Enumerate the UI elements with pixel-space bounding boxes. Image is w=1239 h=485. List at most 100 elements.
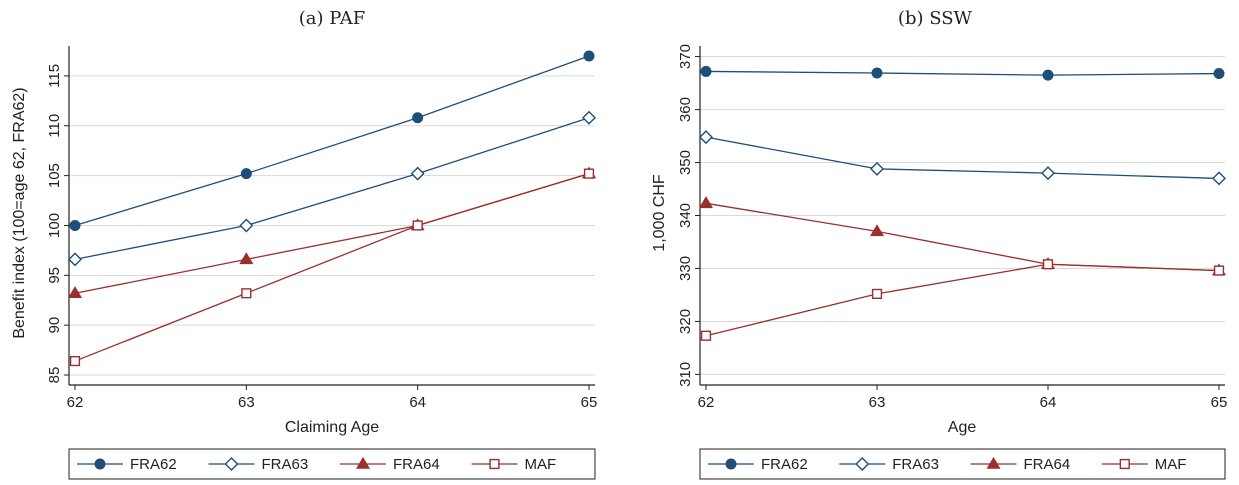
data-point bbox=[1041, 166, 1055, 181]
y-axis-label: 1,000 CHF bbox=[651, 174, 668, 252]
y-tick-label: 310 bbox=[677, 362, 694, 387]
legend-marker bbox=[725, 458, 737, 470]
legend-item-fra62: FRA62 bbox=[77, 456, 177, 473]
data-point bbox=[410, 166, 425, 181]
data-point bbox=[1213, 265, 1225, 276]
series-maf bbox=[69, 168, 595, 367]
legend-item-maf: MAF bbox=[471, 456, 556, 473]
panel-paf: (a) PAF Claiming Age Benefit index (100=… bbox=[11, 8, 597, 480]
series-fra63 bbox=[68, 110, 596, 267]
data-point bbox=[67, 286, 83, 299]
y-tick-label: 320 bbox=[677, 309, 694, 334]
x-tick-label: 65 bbox=[1211, 394, 1228, 411]
series-group bbox=[698, 65, 1227, 341]
legend-marker bbox=[1119, 458, 1130, 470]
legend-label: MAF bbox=[1155, 456, 1187, 473]
series-fra62 bbox=[69, 50, 595, 231]
legend-label: FRA64 bbox=[393, 456, 440, 473]
legend-marker bbox=[355, 456, 371, 469]
data-point bbox=[1212, 171, 1226, 186]
legend-label: FRA63 bbox=[892, 456, 939, 473]
data-point bbox=[412, 220, 423, 231]
y-tick-label: 110 bbox=[46, 114, 63, 138]
data-point bbox=[582, 110, 596, 125]
x-tick-label: 64 bbox=[1040, 394, 1057, 411]
panel-title: (a) PAF bbox=[299, 8, 365, 29]
y-tick-label: 105 bbox=[46, 163, 63, 188]
data-point bbox=[871, 288, 883, 299]
grid bbox=[700, 56, 1225, 375]
data-point bbox=[870, 161, 884, 176]
series-line bbox=[705, 263, 1220, 337]
series-fra64 bbox=[67, 166, 597, 299]
y-tick-label: 350 bbox=[677, 150, 694, 175]
legend-label: FRA62 bbox=[130, 456, 177, 473]
series-line bbox=[705, 202, 1220, 272]
legend-label: FRA64 bbox=[1024, 456, 1071, 473]
data-point bbox=[69, 355, 81, 367]
data-point bbox=[69, 219, 81, 231]
data-point bbox=[239, 252, 254, 265]
series-fra62 bbox=[700, 65, 1225, 81]
legend-item-fra64: FRA64 bbox=[340, 456, 440, 473]
series-line bbox=[705, 136, 1220, 180]
series-line bbox=[705, 70, 1220, 76]
legend-label: FRA62 bbox=[761, 456, 808, 473]
x-tick-label: 63 bbox=[869, 394, 886, 411]
series-fra64 bbox=[698, 196, 1227, 276]
legend-marker bbox=[94, 458, 106, 470]
data-point bbox=[1042, 259, 1054, 270]
data-point bbox=[871, 67, 883, 79]
series-group bbox=[67, 50, 597, 367]
axes: 85 90 95 100 105 110 115 62 63 64 65 bbox=[46, 46, 597, 411]
data-point bbox=[698, 196, 714, 209]
x-tick-label: 63 bbox=[238, 394, 255, 411]
x-tick-label: 62 bbox=[698, 394, 715, 411]
data-point bbox=[699, 130, 713, 145]
y-tick-label: 90 bbox=[46, 317, 63, 334]
x-tick-label: 62 bbox=[67, 394, 84, 411]
legend-marker bbox=[489, 458, 500, 470]
data-point bbox=[869, 224, 885, 237]
y-tick-label: 95 bbox=[46, 267, 63, 284]
y-axis-label: Benefit index (100=age 62, FRA62) bbox=[11, 87, 28, 338]
y-tick-label: 360 bbox=[677, 97, 694, 122]
data-point bbox=[239, 218, 254, 233]
series-line bbox=[74, 55, 590, 227]
y-tick-label: 370 bbox=[677, 44, 694, 69]
axes: 310 320 330 340 350 360 370 62 63 64 65 bbox=[677, 44, 1227, 411]
data-point bbox=[1213, 68, 1225, 80]
data-point bbox=[240, 168, 252, 180]
panel-ssw: (b) SSW Age 1,000 CHF 310 320 330 340 350 360… bbox=[651, 8, 1227, 480]
y-tick-label: 85 bbox=[46, 367, 63, 384]
y-tick-label: 100 bbox=[46, 213, 63, 238]
series-maf bbox=[700, 259, 1225, 341]
data-point bbox=[583, 50, 595, 62]
legend-item-fra63: FRA63 bbox=[208, 456, 308, 473]
y-tick-label: 330 bbox=[677, 256, 694, 281]
legend: FRA62 FRA63 FRA64 MAF bbox=[68, 448, 596, 480]
x-axis-label: Age bbox=[948, 419, 977, 436]
legend-marker bbox=[986, 456, 1001, 469]
grid bbox=[69, 75, 595, 376]
y-tick-label: 115 bbox=[46, 64, 63, 88]
data-point bbox=[68, 252, 82, 267]
data-point bbox=[412, 112, 424, 124]
data-point bbox=[583, 168, 595, 179]
data-point bbox=[1042, 69, 1054, 81]
legend-item-fra63: FRA63 bbox=[839, 456, 939, 473]
legend-item-maf: MAF bbox=[1101, 456, 1187, 473]
data-point bbox=[241, 288, 252, 299]
series-line bbox=[74, 173, 590, 362]
data-point bbox=[700, 65, 712, 77]
series-line bbox=[74, 117, 590, 261]
legend-marker bbox=[855, 457, 870, 471]
panel-title: (b) SSW bbox=[898, 8, 973, 29]
legend-item-fra64: FRA64 bbox=[970, 456, 1071, 473]
x-tick-label: 64 bbox=[409, 394, 426, 411]
legend: FRA62 FRA63 FRA64 MAF bbox=[699, 448, 1226, 480]
series-fra63 bbox=[699, 130, 1226, 186]
y-tick-label: 340 bbox=[677, 203, 694, 228]
legend-marker bbox=[224, 457, 239, 471]
